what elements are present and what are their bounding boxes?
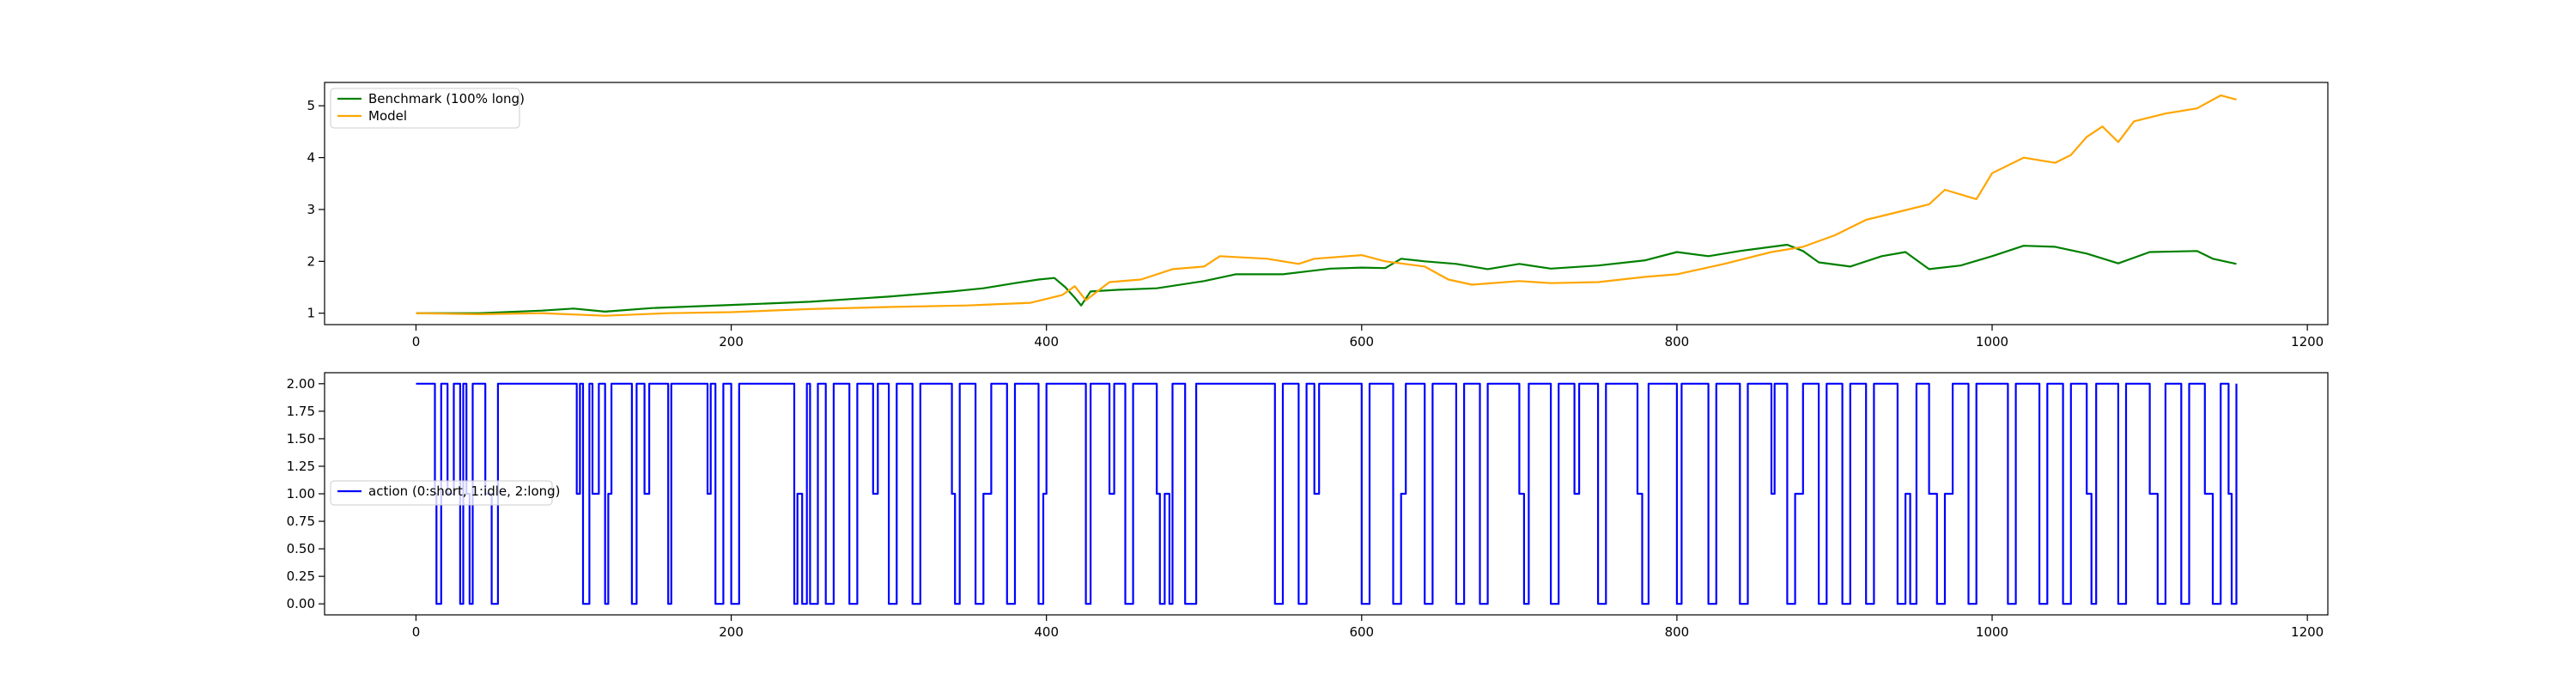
x-tick-label: 600 xyxy=(1349,334,1374,350)
legend-box xyxy=(330,480,553,506)
y-tick-label: 1.00 xyxy=(287,486,315,502)
y-tick-label: 2 xyxy=(307,253,315,269)
y-tick-label: 1 xyxy=(307,306,315,321)
y-tick-label: 0.25 xyxy=(287,568,315,584)
portfolio-value-chart: 0 200 400 600 800 1000 1200 1 2 3 4 5 Benchmark (100… xyxy=(307,82,2329,350)
series-line-0 xyxy=(416,243,2237,314)
x-tick-label: 0 xyxy=(412,334,421,350)
y-tick-label: 1.25 xyxy=(287,459,315,474)
y-tick-label: 4 xyxy=(307,150,315,166)
x-tick-label: 200 xyxy=(719,624,744,640)
action-chart: 0 200 400 600 800 1000 1200 0.00 0.25 0.50 0.75 1.0… xyxy=(287,372,2329,640)
legend: action (0:short, 1:idle, 2:long) xyxy=(330,480,561,506)
series-line-1 xyxy=(416,94,2237,317)
x-tick-label: 200 xyxy=(719,334,744,350)
x-tick-label: 1000 xyxy=(1976,334,2008,350)
x-tick-label: 800 xyxy=(1665,624,1690,640)
legend-label: Model xyxy=(368,108,407,124)
x-tick-label: 400 xyxy=(1034,624,1059,640)
axes-frame xyxy=(324,82,2329,325)
legend-box xyxy=(330,88,520,129)
y-tick-label: 3 xyxy=(307,202,315,217)
x-tick-label: 800 xyxy=(1665,334,1690,350)
y-tick-label: 0.50 xyxy=(287,541,315,556)
x-tick-label: 0 xyxy=(412,624,421,640)
y-tick-label: 0.00 xyxy=(287,596,315,611)
y-tick-label: 2.00 xyxy=(287,376,315,392)
legend: Benchmark (100% long) Model xyxy=(330,88,525,129)
y-tick-label: 1.50 xyxy=(287,431,315,447)
legend-label: action (0:short, 1:idle, 2:long) xyxy=(368,483,561,499)
x-tick-label: 400 xyxy=(1034,334,1059,350)
x-tick-label: 600 xyxy=(1349,624,1374,640)
x-tick-label: 1000 xyxy=(1976,624,2008,640)
x-tick-label: 1200 xyxy=(2291,624,2324,640)
y-tick-label: 0.75 xyxy=(287,514,315,529)
axes-frame xyxy=(324,372,2329,616)
legend-label: Benchmark (100% long) xyxy=(368,91,525,106)
y-tick-label: 1.75 xyxy=(287,404,315,419)
x-tick-label: 1200 xyxy=(2291,334,2324,350)
y-tick-label: 5 xyxy=(307,98,315,113)
series-line-0 xyxy=(416,382,2238,605)
